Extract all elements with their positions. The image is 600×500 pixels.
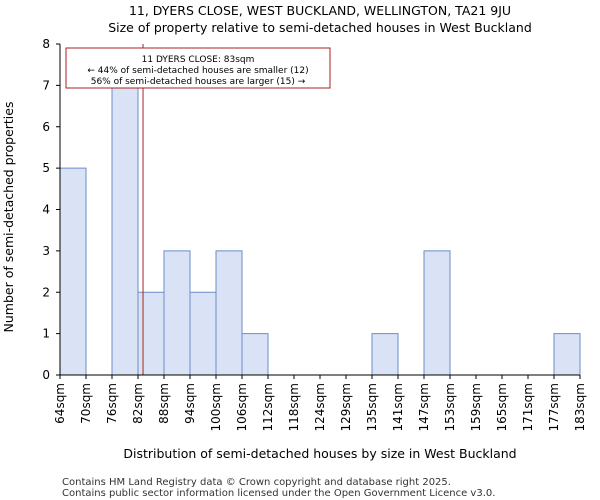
y-tick-label: 6 [42,120,50,134]
annotation-line-1: 11 DYERS CLOSE: 83sqm [142,55,255,65]
bar-94sqm [189,291,217,376]
x-axis-label: Distribution of semi-detached houses by … [123,446,516,461]
bar-147sqm [423,250,451,376]
y-ticks: 0 1 2 3 4 5 6 7 8 [42,37,60,382]
chart-subtitle: Size of property relative to semi-detach… [108,20,532,35]
x-tick-label: 171sqm [521,383,535,431]
annotation-line-2: ← 44% of semi-detached houses are smalle… [87,66,308,76]
annotation-line-3: 56% of semi-detached houses are larger (… [91,77,306,87]
x-tick-label: 129sqm [339,383,353,431]
chart-title: 11, DYERS CLOSE, WEST BUCKLAND, WELLINGT… [129,3,511,18]
y-tick-label: 1 [42,327,50,341]
bar-100sqm [215,250,243,376]
bar-177sqm [553,333,581,376]
y-tick-label: 0 [42,368,50,382]
x-tick-label: 147sqm [417,383,431,431]
bar-82sqm [137,291,165,376]
x-ticks: 64sqm 70sqm 76sqm 82sqm 88sqm 94sqm 100sqm 106s… [53,375,587,431]
bar-135sqm [371,333,399,376]
y-axis-label: Number of semi-detached properties [1,102,16,333]
x-tick-label: 70sqm [79,383,93,424]
x-tick-label: 112sqm [261,383,275,431]
bar-64sqm [59,167,87,376]
footer-line-1: Contains HM Land Registry data © Crown c… [62,477,451,488]
x-tick-label: 94sqm [183,383,197,424]
x-tick-label: 165sqm [495,383,509,431]
bar-106sqm [241,333,269,376]
x-tick-label: 100sqm [209,383,223,431]
y-tick-label: 2 [42,285,50,299]
x-tick-label: 153sqm [443,383,457,431]
y-tick-label: 5 [42,161,50,175]
y-tick-label: 4 [42,203,50,217]
bar-88sqm [163,250,191,376]
y-tick-label: 8 [42,37,50,51]
annotation-frame [65,47,331,89]
x-tick-label: 118sqm [287,383,301,431]
x-tick-label: 135sqm [365,383,379,431]
x-tick-label: 76sqm [105,383,119,424]
x-tick-label: 183sqm [573,383,587,431]
x-tick-label: 88sqm [157,383,171,424]
x-tick-label: 141sqm [391,383,405,431]
bar-76sqm [111,84,139,376]
y-tick-label: 3 [42,244,50,258]
x-tick-label: 159sqm [469,383,483,431]
y-tick-label: 7 [42,78,50,92]
x-tick-label: 106sqm [235,383,249,431]
x-tick-label: 177sqm [547,383,561,431]
x-tick-label: 82sqm [131,383,145,424]
x-tick-label: 124sqm [313,383,327,431]
annotation-box: 11 DYERS CLOSE: 83sqm ← 44% of semi-deta… [65,47,331,89]
bars-group [59,84,581,376]
x-tick-label: 64sqm [53,383,67,424]
footer-line-2: Contains public sector information licen… [62,488,495,499]
